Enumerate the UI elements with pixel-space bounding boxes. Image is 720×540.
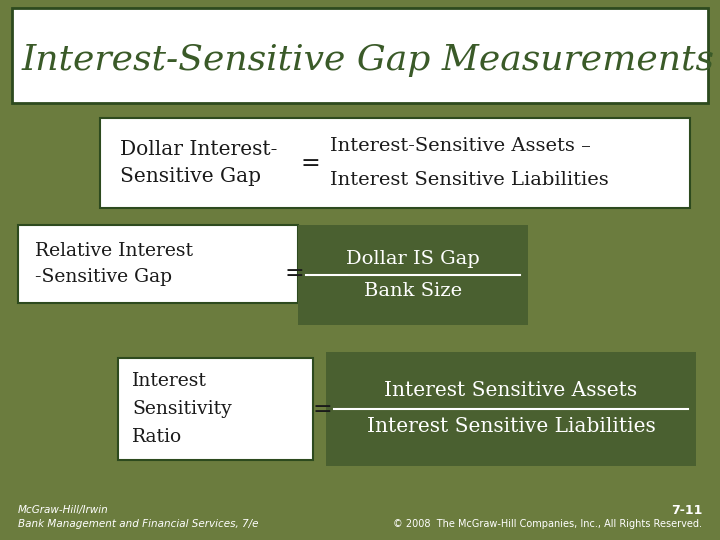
Text: Bank Management and Financial Services, 7/e: Bank Management and Financial Services, …: [18, 519, 258, 529]
Text: McGraw-Hill/Irwin: McGraw-Hill/Irwin: [18, 505, 109, 515]
Text: =: =: [312, 397, 332, 421]
Text: =: =: [300, 152, 320, 174]
Text: Interest-Sensitive Assets –: Interest-Sensitive Assets –: [330, 137, 591, 155]
Text: =: =: [284, 262, 304, 286]
FancyBboxPatch shape: [118, 358, 313, 460]
FancyBboxPatch shape: [18, 225, 298, 303]
Text: Bank Size: Bank Size: [364, 282, 462, 300]
Text: Relative Interest
-Sensitive Gap: Relative Interest -Sensitive Gap: [35, 242, 193, 286]
Text: Interest
Sensitivity
Ratio: Interest Sensitivity Ratio: [132, 372, 232, 446]
FancyBboxPatch shape: [100, 118, 690, 208]
FancyBboxPatch shape: [298, 225, 528, 325]
Text: © 2008  The McGraw-Hill Companies, Inc., All Rights Reserved.: © 2008 The McGraw-Hill Companies, Inc., …: [393, 519, 702, 529]
Text: Interest-Sensitive Gap Measurements: Interest-Sensitive Gap Measurements: [22, 43, 715, 77]
Text: Interest Sensitive Assets: Interest Sensitive Assets: [384, 381, 638, 401]
Text: Dollar IS Gap: Dollar IS Gap: [346, 250, 480, 268]
Text: Dollar Interest-
Sensitive Gap: Dollar Interest- Sensitive Gap: [120, 140, 277, 186]
FancyBboxPatch shape: [12, 8, 708, 103]
Text: Interest Sensitive Liabilities: Interest Sensitive Liabilities: [330, 171, 608, 189]
Text: 7-11: 7-11: [670, 503, 702, 516]
Text: Interest Sensitive Liabilities: Interest Sensitive Liabilities: [366, 417, 655, 436]
FancyBboxPatch shape: [326, 352, 696, 466]
